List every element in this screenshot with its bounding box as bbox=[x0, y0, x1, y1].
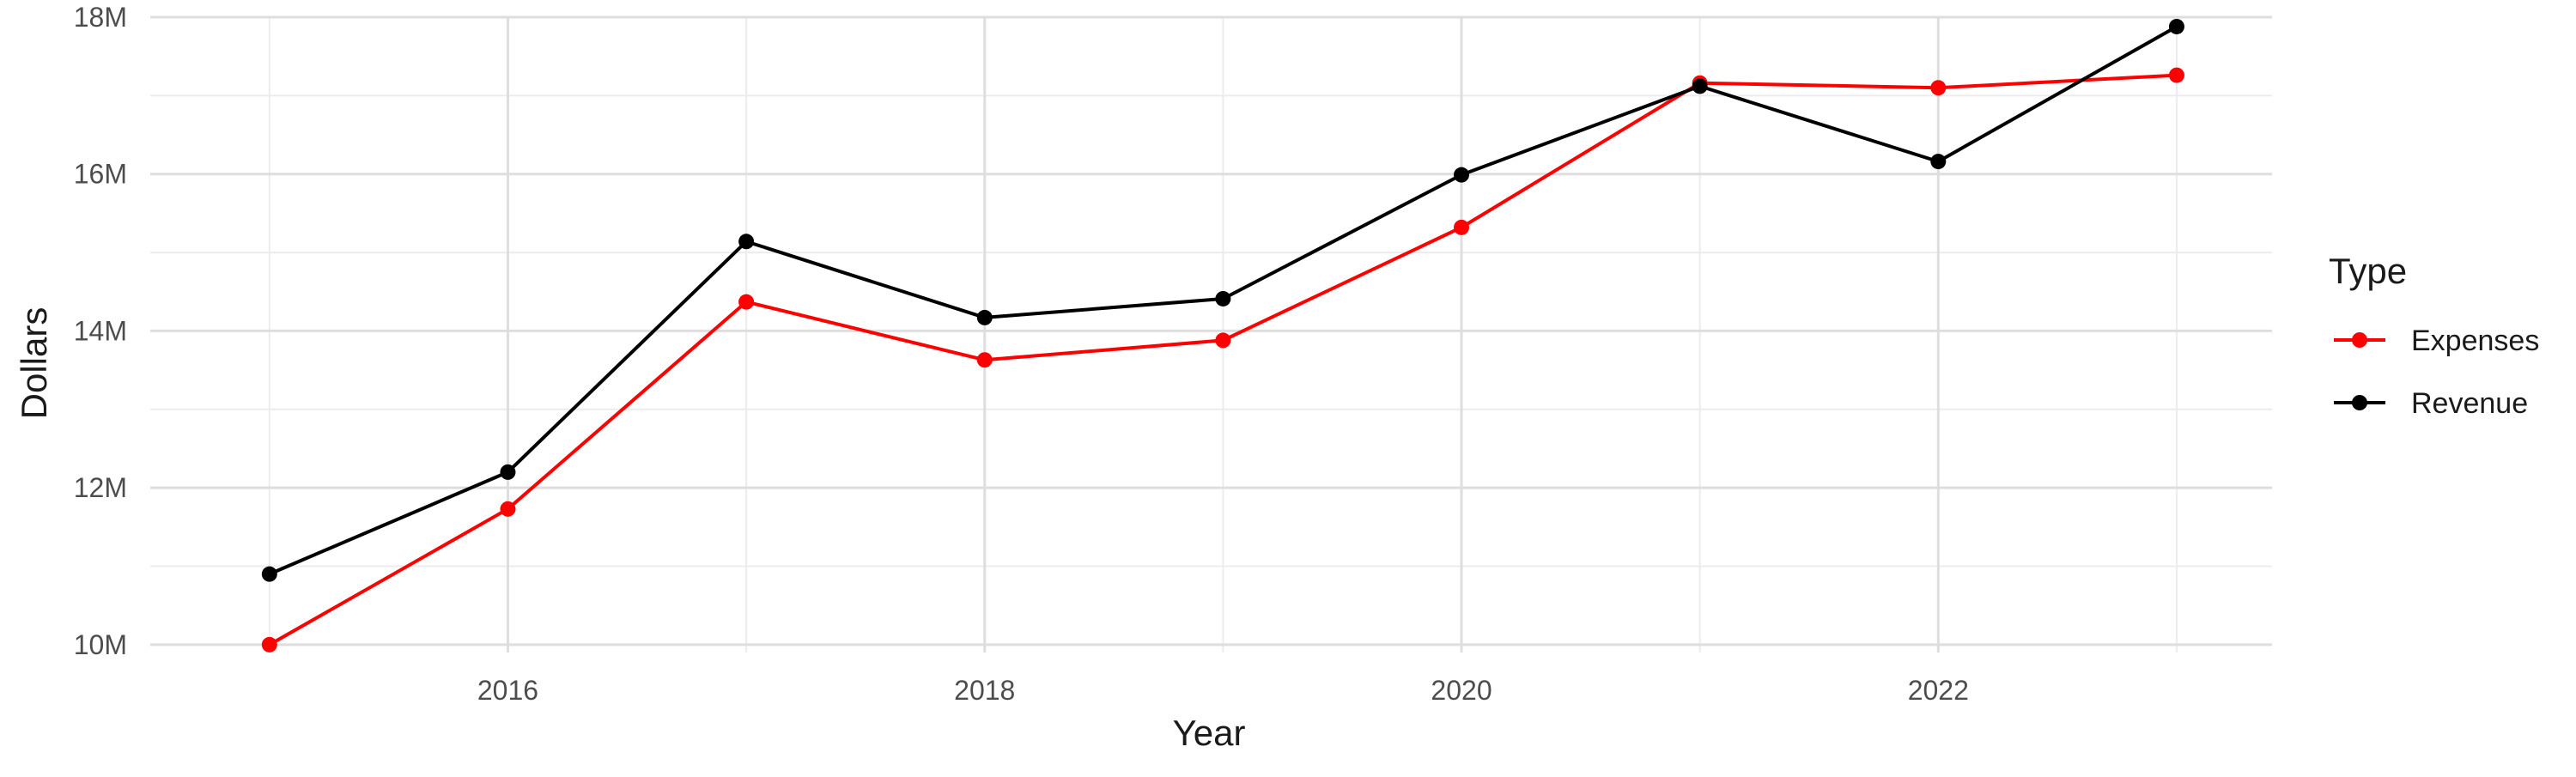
y-axis-ticks: 10M 12M 14M 16M 18M bbox=[74, 2, 127, 660]
revenue-point bbox=[1454, 167, 1470, 183]
revenue-point bbox=[1215, 290, 1231, 307]
revenue-point bbox=[1930, 154, 1947, 170]
x-tick-label: 2016 bbox=[477, 675, 538, 706]
revenue-point bbox=[261, 566, 277, 582]
revenue-point bbox=[500, 464, 516, 480]
expenses-point bbox=[261, 636, 277, 653]
x-axis-title: Year bbox=[1173, 713, 1246, 753]
x-tick-label: 2022 bbox=[1908, 675, 1969, 706]
expenses-point bbox=[1454, 219, 1470, 235]
y-axis-title: Dollars bbox=[14, 307, 54, 420]
legend-title: Type bbox=[2329, 251, 2407, 291]
expenses-point bbox=[1930, 80, 1947, 96]
expenses-point bbox=[976, 352, 993, 368]
legend-swatch-point-revenue bbox=[2352, 395, 2367, 410]
legend-label-expenses: Expenses bbox=[2411, 325, 2539, 357]
y-tick-label: 16M bbox=[74, 159, 127, 190]
y-tick-label: 10M bbox=[74, 629, 127, 660]
legend-items: Expenses Revenue bbox=[2334, 325, 2539, 420]
legend-swatch-point-expenses bbox=[2352, 332, 2367, 348]
revenue-point bbox=[1692, 78, 1708, 94]
x-tick-label: 2020 bbox=[1431, 675, 1492, 706]
legend-label-revenue: Revenue bbox=[2411, 387, 2528, 420]
legend: Type Expenses Revenue bbox=[2329, 251, 2539, 420]
expenses-point bbox=[500, 501, 516, 517]
y-tick-label: 18M bbox=[74, 2, 127, 33]
revenue-point bbox=[738, 234, 755, 250]
grid bbox=[150, 15, 2272, 653]
revenue-point bbox=[2168, 18, 2184, 34]
x-axis-ticks: 2016 2018 2020 2022 bbox=[477, 675, 1969, 706]
y-tick-label: 14M bbox=[74, 315, 127, 346]
expenses-point bbox=[738, 294, 755, 310]
expenses-point bbox=[2168, 67, 2184, 83]
y-tick-label: 12M bbox=[74, 472, 127, 503]
expenses-point bbox=[1215, 332, 1231, 349]
x-tick-label: 2018 bbox=[954, 675, 1015, 706]
revenue-point bbox=[976, 309, 993, 325]
series-points bbox=[261, 18, 2184, 653]
